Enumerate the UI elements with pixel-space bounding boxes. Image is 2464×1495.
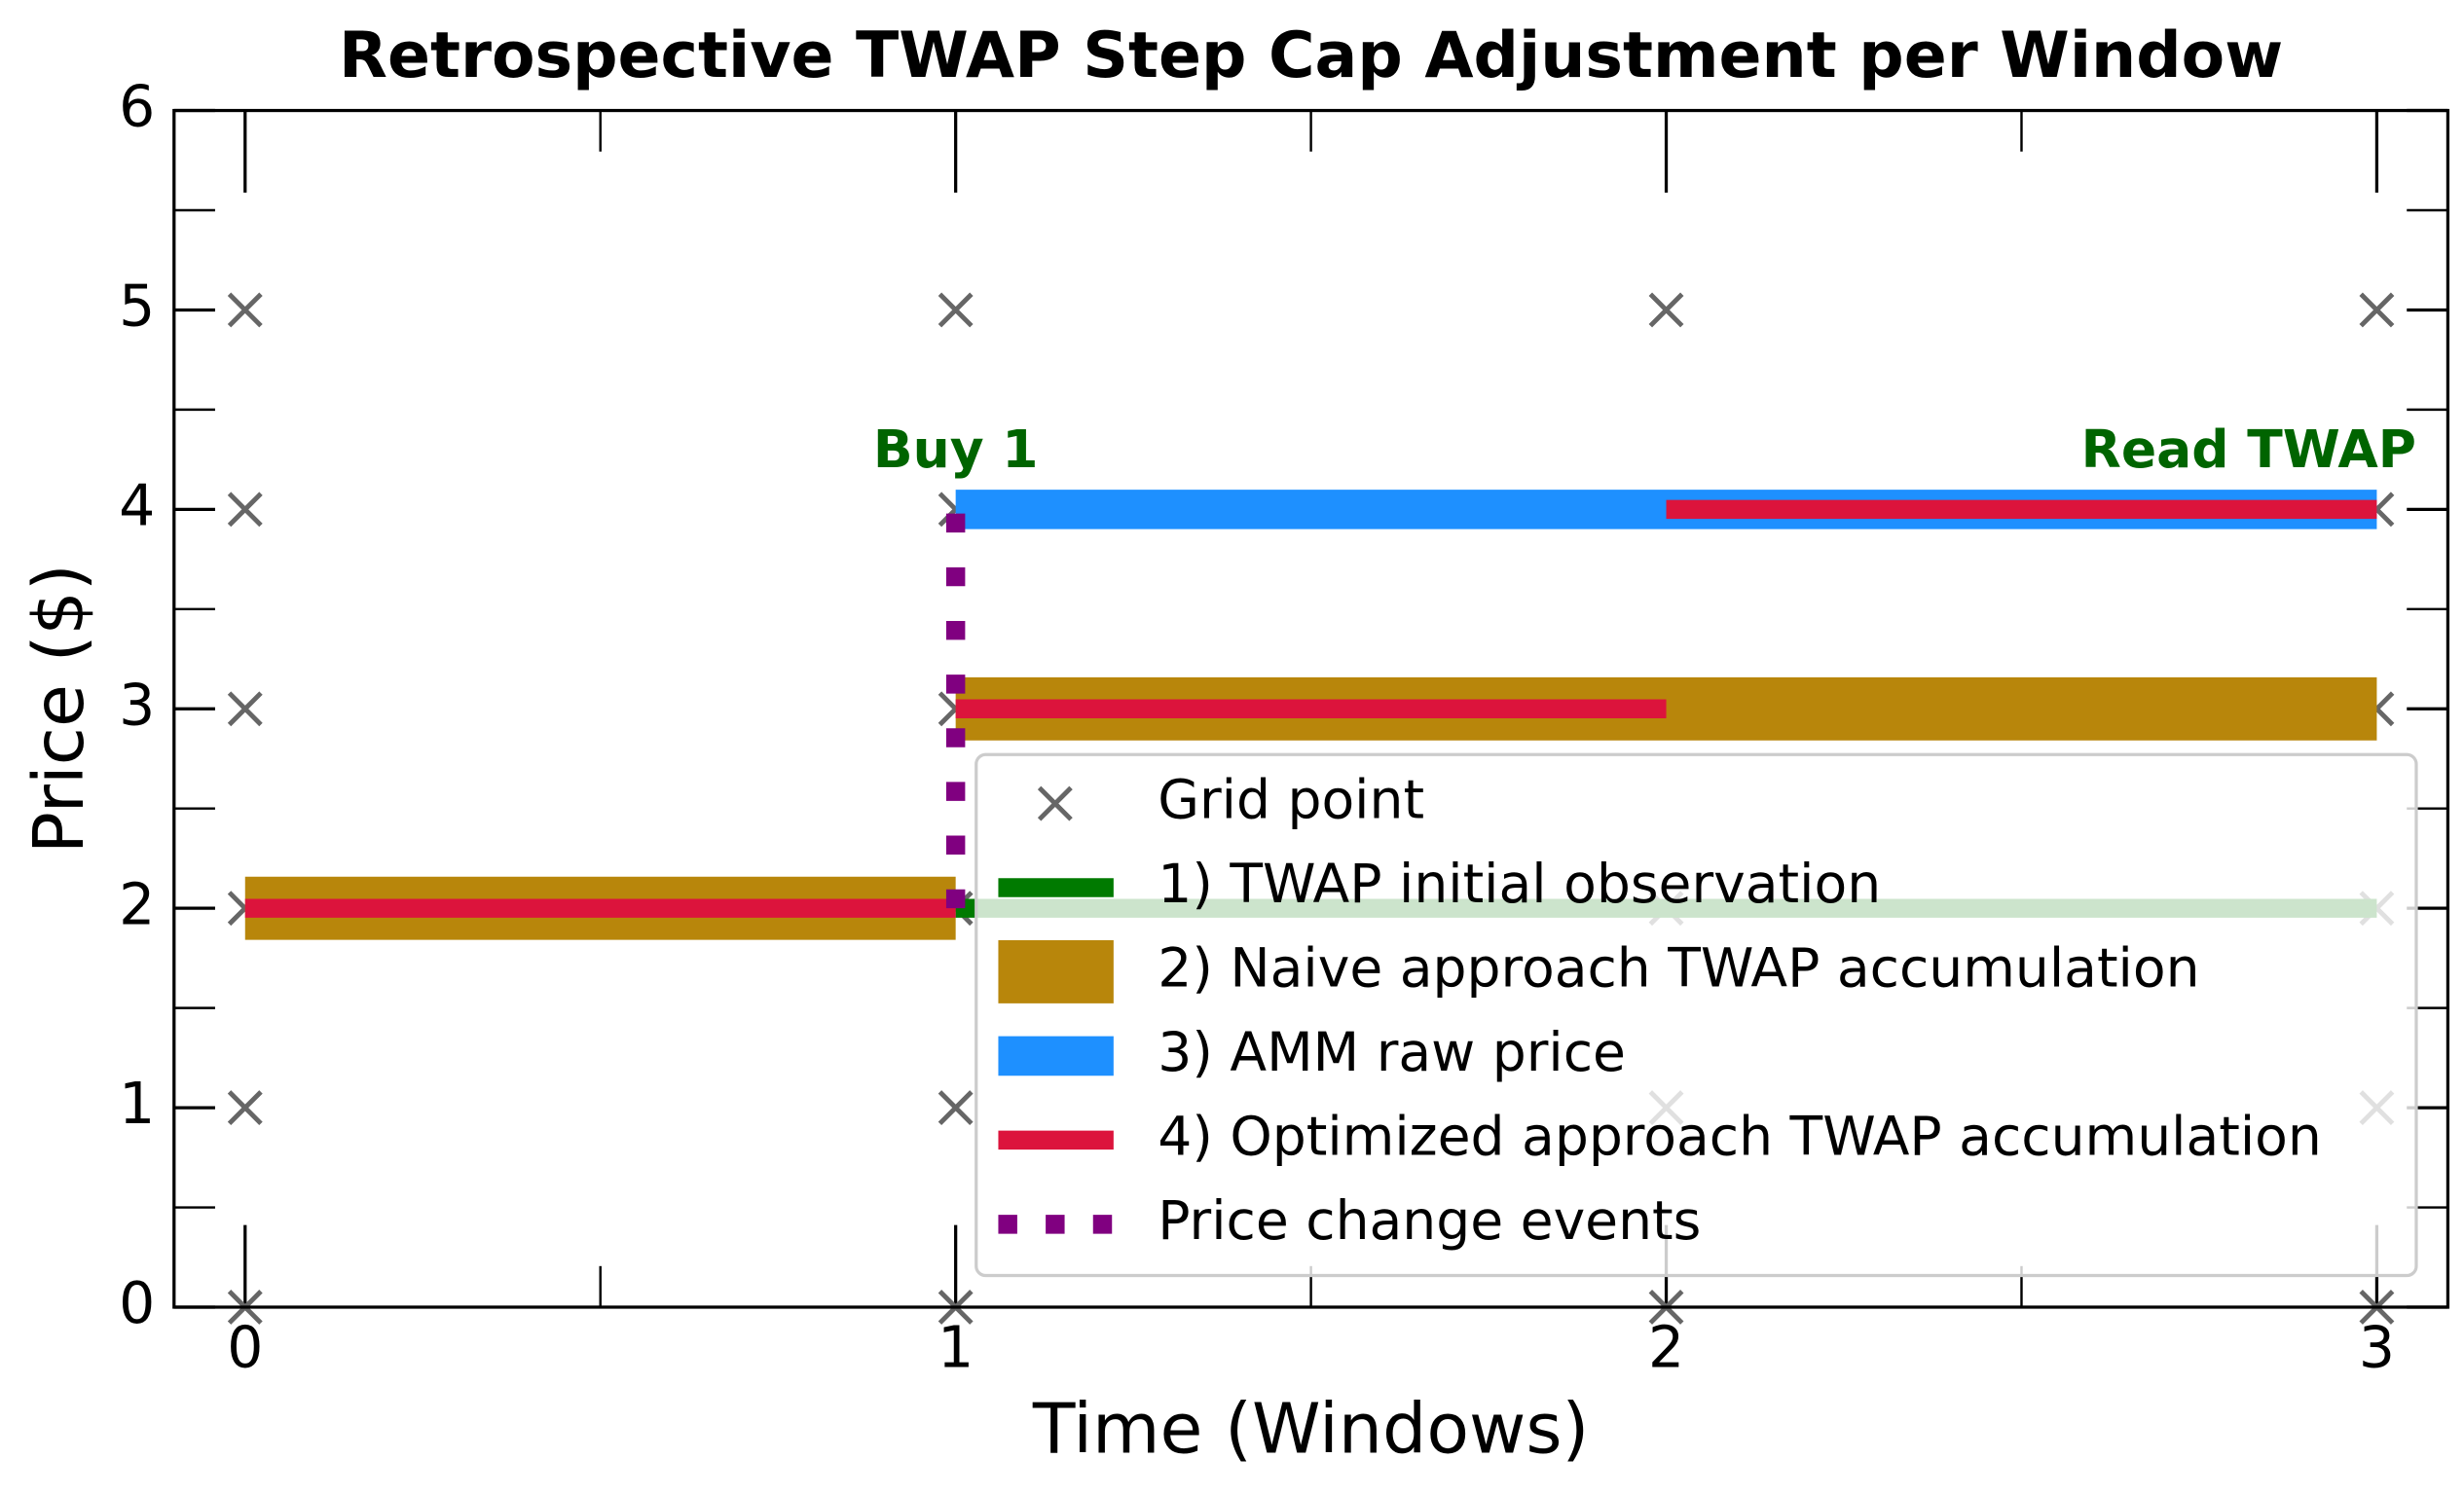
grid-point-shape xyxy=(2359,292,2395,328)
y-tick-label: 4 xyxy=(119,472,155,538)
y-tick-label: 1 xyxy=(119,1071,155,1137)
grid-point xyxy=(227,1090,263,1126)
x-tick-label: 1 xyxy=(938,1315,974,1381)
grid-point-shape xyxy=(1037,785,1073,821)
grid-point xyxy=(227,691,263,727)
y-tick-label: 2 xyxy=(119,871,155,937)
grid-point-shape xyxy=(938,1090,974,1126)
grid-point xyxy=(1648,292,1684,328)
grid-point-shape xyxy=(227,1090,263,1126)
grid-point-shape xyxy=(227,292,263,328)
grid-point-shape xyxy=(227,691,263,727)
annotation: Read TWAP xyxy=(2081,419,2416,480)
plot-frame xyxy=(172,108,2450,1309)
legend: Grid point 1) TWAP initial observation 2) … xyxy=(975,752,2418,1278)
y-axis-label: Price ($) xyxy=(18,564,99,854)
grid-point-shape xyxy=(938,292,974,328)
x-axis-label: Time (Windows) xyxy=(1032,1388,1590,1469)
grid-point xyxy=(227,492,263,528)
legend-label: Grid point xyxy=(1158,770,1424,832)
y-tick-label: 3 xyxy=(119,672,155,738)
legend-label: 4) Optimized approach TWAP accumulation xyxy=(1158,1107,2322,1169)
y-tick-label: 0 xyxy=(119,1270,155,1336)
grid-point xyxy=(938,292,974,328)
grid-point xyxy=(1037,785,1073,821)
x-tick-label: 0 xyxy=(227,1315,263,1381)
grid-point-shape xyxy=(1648,292,1684,328)
x-tick-label: 3 xyxy=(2359,1315,2395,1381)
legend-box xyxy=(975,752,2418,1278)
legend-label: 2) Naive approach TWAP accumulation xyxy=(1158,938,2199,1001)
grid-point xyxy=(938,1090,974,1126)
chart-title: Retrospective TWAP Step Cap Adjustment p… xyxy=(339,19,2283,92)
legend-label: Price change events xyxy=(1158,1190,1701,1253)
y-tick-label: 6 xyxy=(119,74,155,140)
grid-point xyxy=(227,292,263,328)
grid-point xyxy=(2359,292,2395,328)
legend-label: 1) TWAP initial observation xyxy=(1158,854,1881,916)
annotation: Buy 1 xyxy=(873,419,1039,480)
y-tick-label: 5 xyxy=(119,273,155,340)
grid-point-shape xyxy=(227,492,263,528)
legend-label: 3) AMM raw price xyxy=(1158,1022,1626,1084)
x-tick-label: 2 xyxy=(1648,1315,1684,1381)
